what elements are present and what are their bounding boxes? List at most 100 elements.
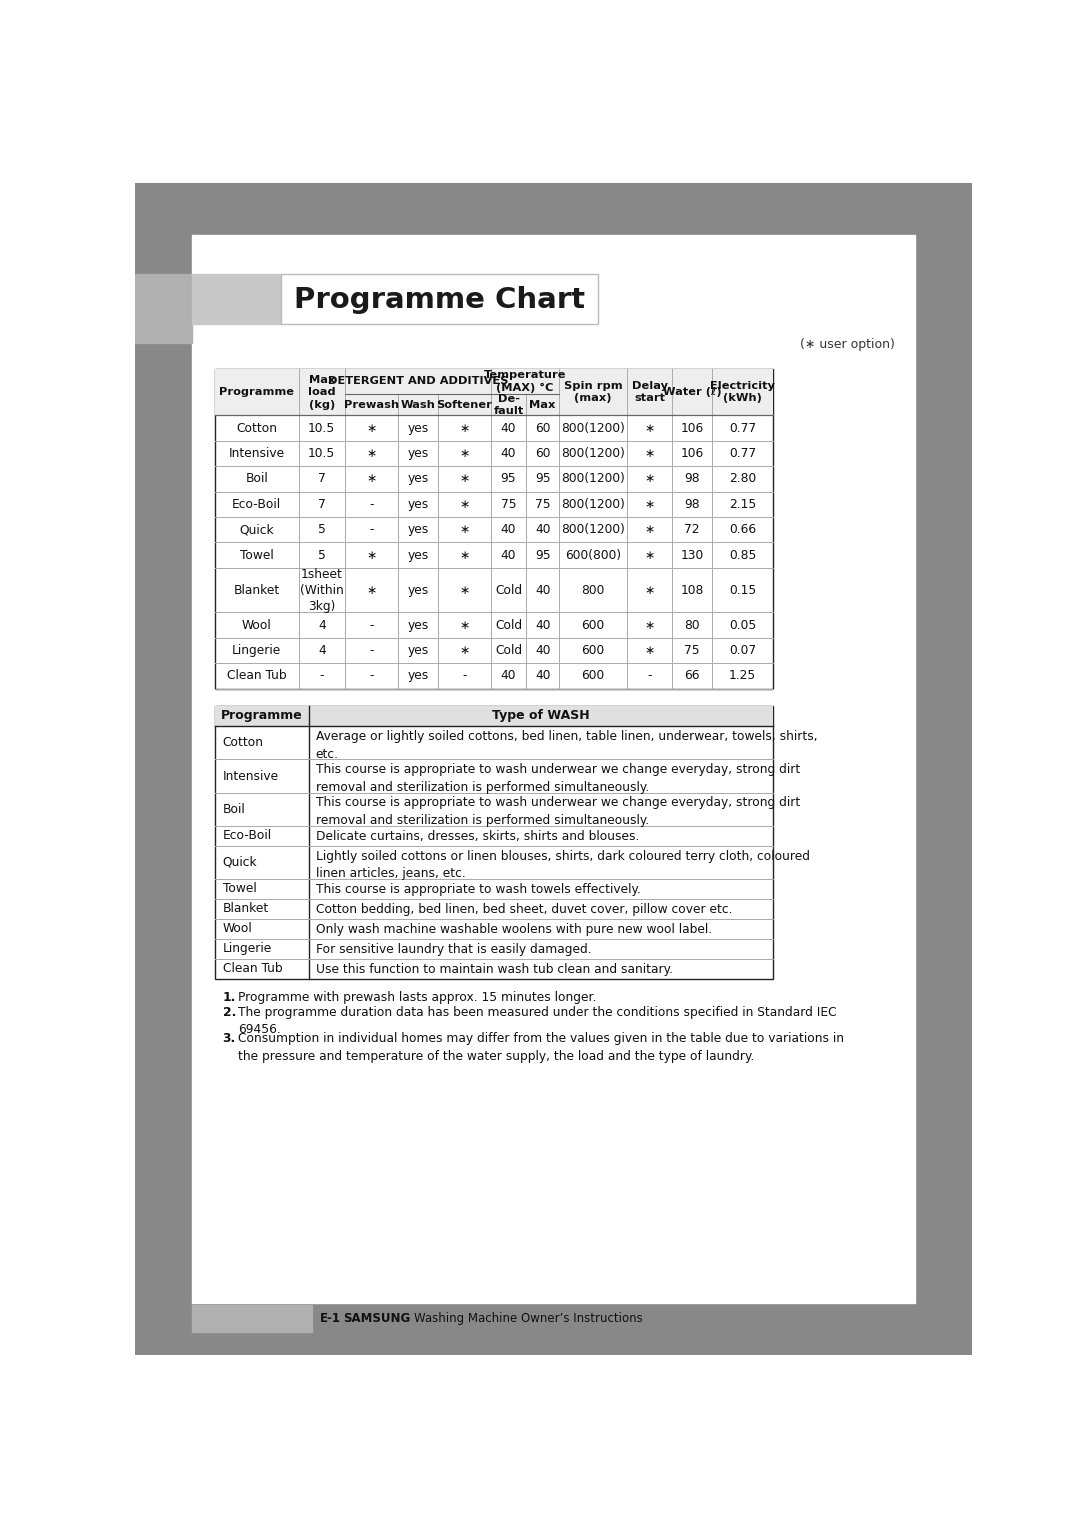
Text: 40: 40 (501, 548, 516, 562)
Bar (916, 235, 972, 1304)
Text: ∗: ∗ (459, 522, 470, 536)
Text: 95: 95 (501, 472, 516, 486)
Text: This course is appropriate to wash towels effectively.: This course is appropriate to wash towel… (315, 883, 640, 896)
Bar (215, 394, 773, 416)
Text: 600: 600 (581, 644, 605, 656)
Text: De-
fault: De- fault (494, 393, 524, 416)
Text: For sensitive laundry that is easily damaged.: For sensitive laundry that is easily dam… (315, 943, 591, 956)
Text: Intensive: Intensive (229, 446, 285, 460)
Text: Eco-Boil: Eco-Boil (222, 829, 272, 842)
Text: ∗: ∗ (459, 498, 470, 510)
Text: 40: 40 (501, 670, 516, 682)
Text: 7: 7 (318, 498, 326, 510)
Text: 40: 40 (535, 670, 551, 682)
Text: Eco-Boil: Eco-Boil (232, 498, 281, 510)
Text: Softener: Softener (436, 399, 492, 410)
Text: 40: 40 (501, 446, 516, 460)
Text: Cotton: Cotton (222, 737, 264, 749)
Text: Programme with prewash lasts approx. 15 minutes longer.: Programme with prewash lasts approx. 15 … (238, 991, 596, 1004)
Text: Lingerie: Lingerie (222, 943, 272, 955)
Bar (215, 705, 773, 726)
Text: 0.66: 0.66 (729, 522, 756, 536)
Text: 95: 95 (535, 472, 551, 486)
Bar (281, 274, 598, 324)
Text: 800(1200): 800(1200) (562, 446, 625, 460)
Text: -: - (462, 670, 467, 682)
Text: 800(1200): 800(1200) (562, 422, 625, 434)
Text: Programme: Programme (221, 710, 303, 722)
Text: 800: 800 (581, 583, 605, 597)
Text: Water (ℓ): Water (ℓ) (663, 387, 721, 398)
Text: yes: yes (407, 583, 429, 597)
Text: Boil: Boil (245, 472, 268, 486)
Text: (∗ user option): (∗ user option) (799, 338, 894, 350)
Text: 5: 5 (318, 522, 326, 536)
Text: 7: 7 (318, 472, 326, 486)
Text: Intensive: Intensive (222, 769, 279, 783)
Text: yes: yes (407, 472, 429, 486)
Text: 10.5: 10.5 (308, 446, 336, 460)
Text: Towel: Towel (222, 882, 256, 896)
Text: 72: 72 (685, 522, 700, 536)
Text: Lightly soiled cottons or linen blouses, shirts, dark coloured terry cloth, colo: Lightly soiled cottons or linen blouses,… (315, 850, 810, 880)
Text: SAMSUNG: SAMSUNG (342, 1311, 410, 1325)
Text: 2.: 2. (222, 1005, 235, 1019)
Text: ∗: ∗ (459, 583, 470, 597)
Text: Wool: Wool (242, 618, 271, 632)
Text: Consumption in individual homes may differ from the values given in the table du: Consumption in individual homes may diff… (238, 1033, 845, 1063)
Text: ∗: ∗ (366, 472, 377, 486)
Text: 75: 75 (535, 498, 551, 510)
Text: The programme duration data has been measured under the conditions specified in : The programme duration data has been mea… (238, 1005, 837, 1036)
Bar (215, 369, 773, 394)
Text: 800(1200): 800(1200) (562, 472, 625, 486)
Text: ∗: ∗ (645, 583, 654, 597)
Text: Washing Machine Owner’s Instructions: Washing Machine Owner’s Instructions (414, 1311, 643, 1325)
Text: Delicate curtains, dresses, skirts, shirts and blouses.: Delicate curtains, dresses, skirts, shir… (315, 830, 639, 842)
Text: 600: 600 (581, 618, 605, 632)
Text: Quick: Quick (222, 856, 257, 868)
Text: Use this function to maintain wash tub clean and sanitary.: Use this function to maintain wash tub c… (315, 963, 673, 976)
Text: 1.25: 1.25 (729, 670, 756, 682)
Text: Blanket: Blanket (222, 902, 269, 915)
Text: Spin rpm
(max): Spin rpm (max) (564, 381, 622, 404)
Bar (135, 235, 191, 1304)
Text: 800(1200): 800(1200) (562, 498, 625, 510)
Text: Cold: Cold (495, 618, 522, 632)
Text: 108: 108 (680, 583, 704, 597)
Text: 98: 98 (685, 498, 700, 510)
Text: yes: yes (407, 644, 429, 656)
Text: 106: 106 (680, 446, 704, 460)
Text: Towel: Towel (240, 548, 273, 562)
Text: Only wash machine washable woolens with pure new wool label.: Only wash machine washable woolens with … (315, 923, 712, 935)
Text: DETERGENT AND ADDITIVES: DETERGENT AND ADDITIVES (327, 376, 508, 387)
Text: 40: 40 (535, 644, 551, 656)
Text: Wash: Wash (401, 399, 435, 410)
Text: ∗: ∗ (366, 446, 377, 460)
Text: Electricity
(kWh): Electricity (kWh) (711, 381, 775, 404)
Text: Clean Tub: Clean Tub (222, 963, 282, 975)
Text: 3.: 3. (222, 1033, 235, 1045)
Text: ∗: ∗ (645, 644, 654, 656)
Text: ∗: ∗ (645, 548, 654, 562)
Text: 0.85: 0.85 (729, 548, 756, 562)
Text: -: - (369, 618, 374, 632)
Text: -: - (369, 498, 374, 510)
Text: ∗: ∗ (459, 422, 470, 434)
Text: Max: Max (529, 399, 556, 410)
Text: ∗: ∗ (645, 522, 654, 536)
Text: Cotton: Cotton (237, 422, 278, 434)
Bar (191, 274, 281, 324)
Text: Lingerie: Lingerie (232, 644, 281, 656)
Text: Wool: Wool (222, 923, 253, 935)
Text: 40: 40 (535, 583, 551, 597)
Text: -: - (369, 644, 374, 656)
Text: 800(1200): 800(1200) (562, 522, 625, 536)
Text: 40: 40 (501, 522, 516, 536)
Text: Programme: Programme (219, 387, 294, 398)
Bar (191, 235, 916, 1304)
Bar (135, 274, 191, 343)
Text: Clean Tub: Clean Tub (227, 670, 286, 682)
Text: 60: 60 (535, 446, 551, 460)
Text: -: - (369, 670, 374, 682)
Text: yes: yes (407, 446, 429, 460)
